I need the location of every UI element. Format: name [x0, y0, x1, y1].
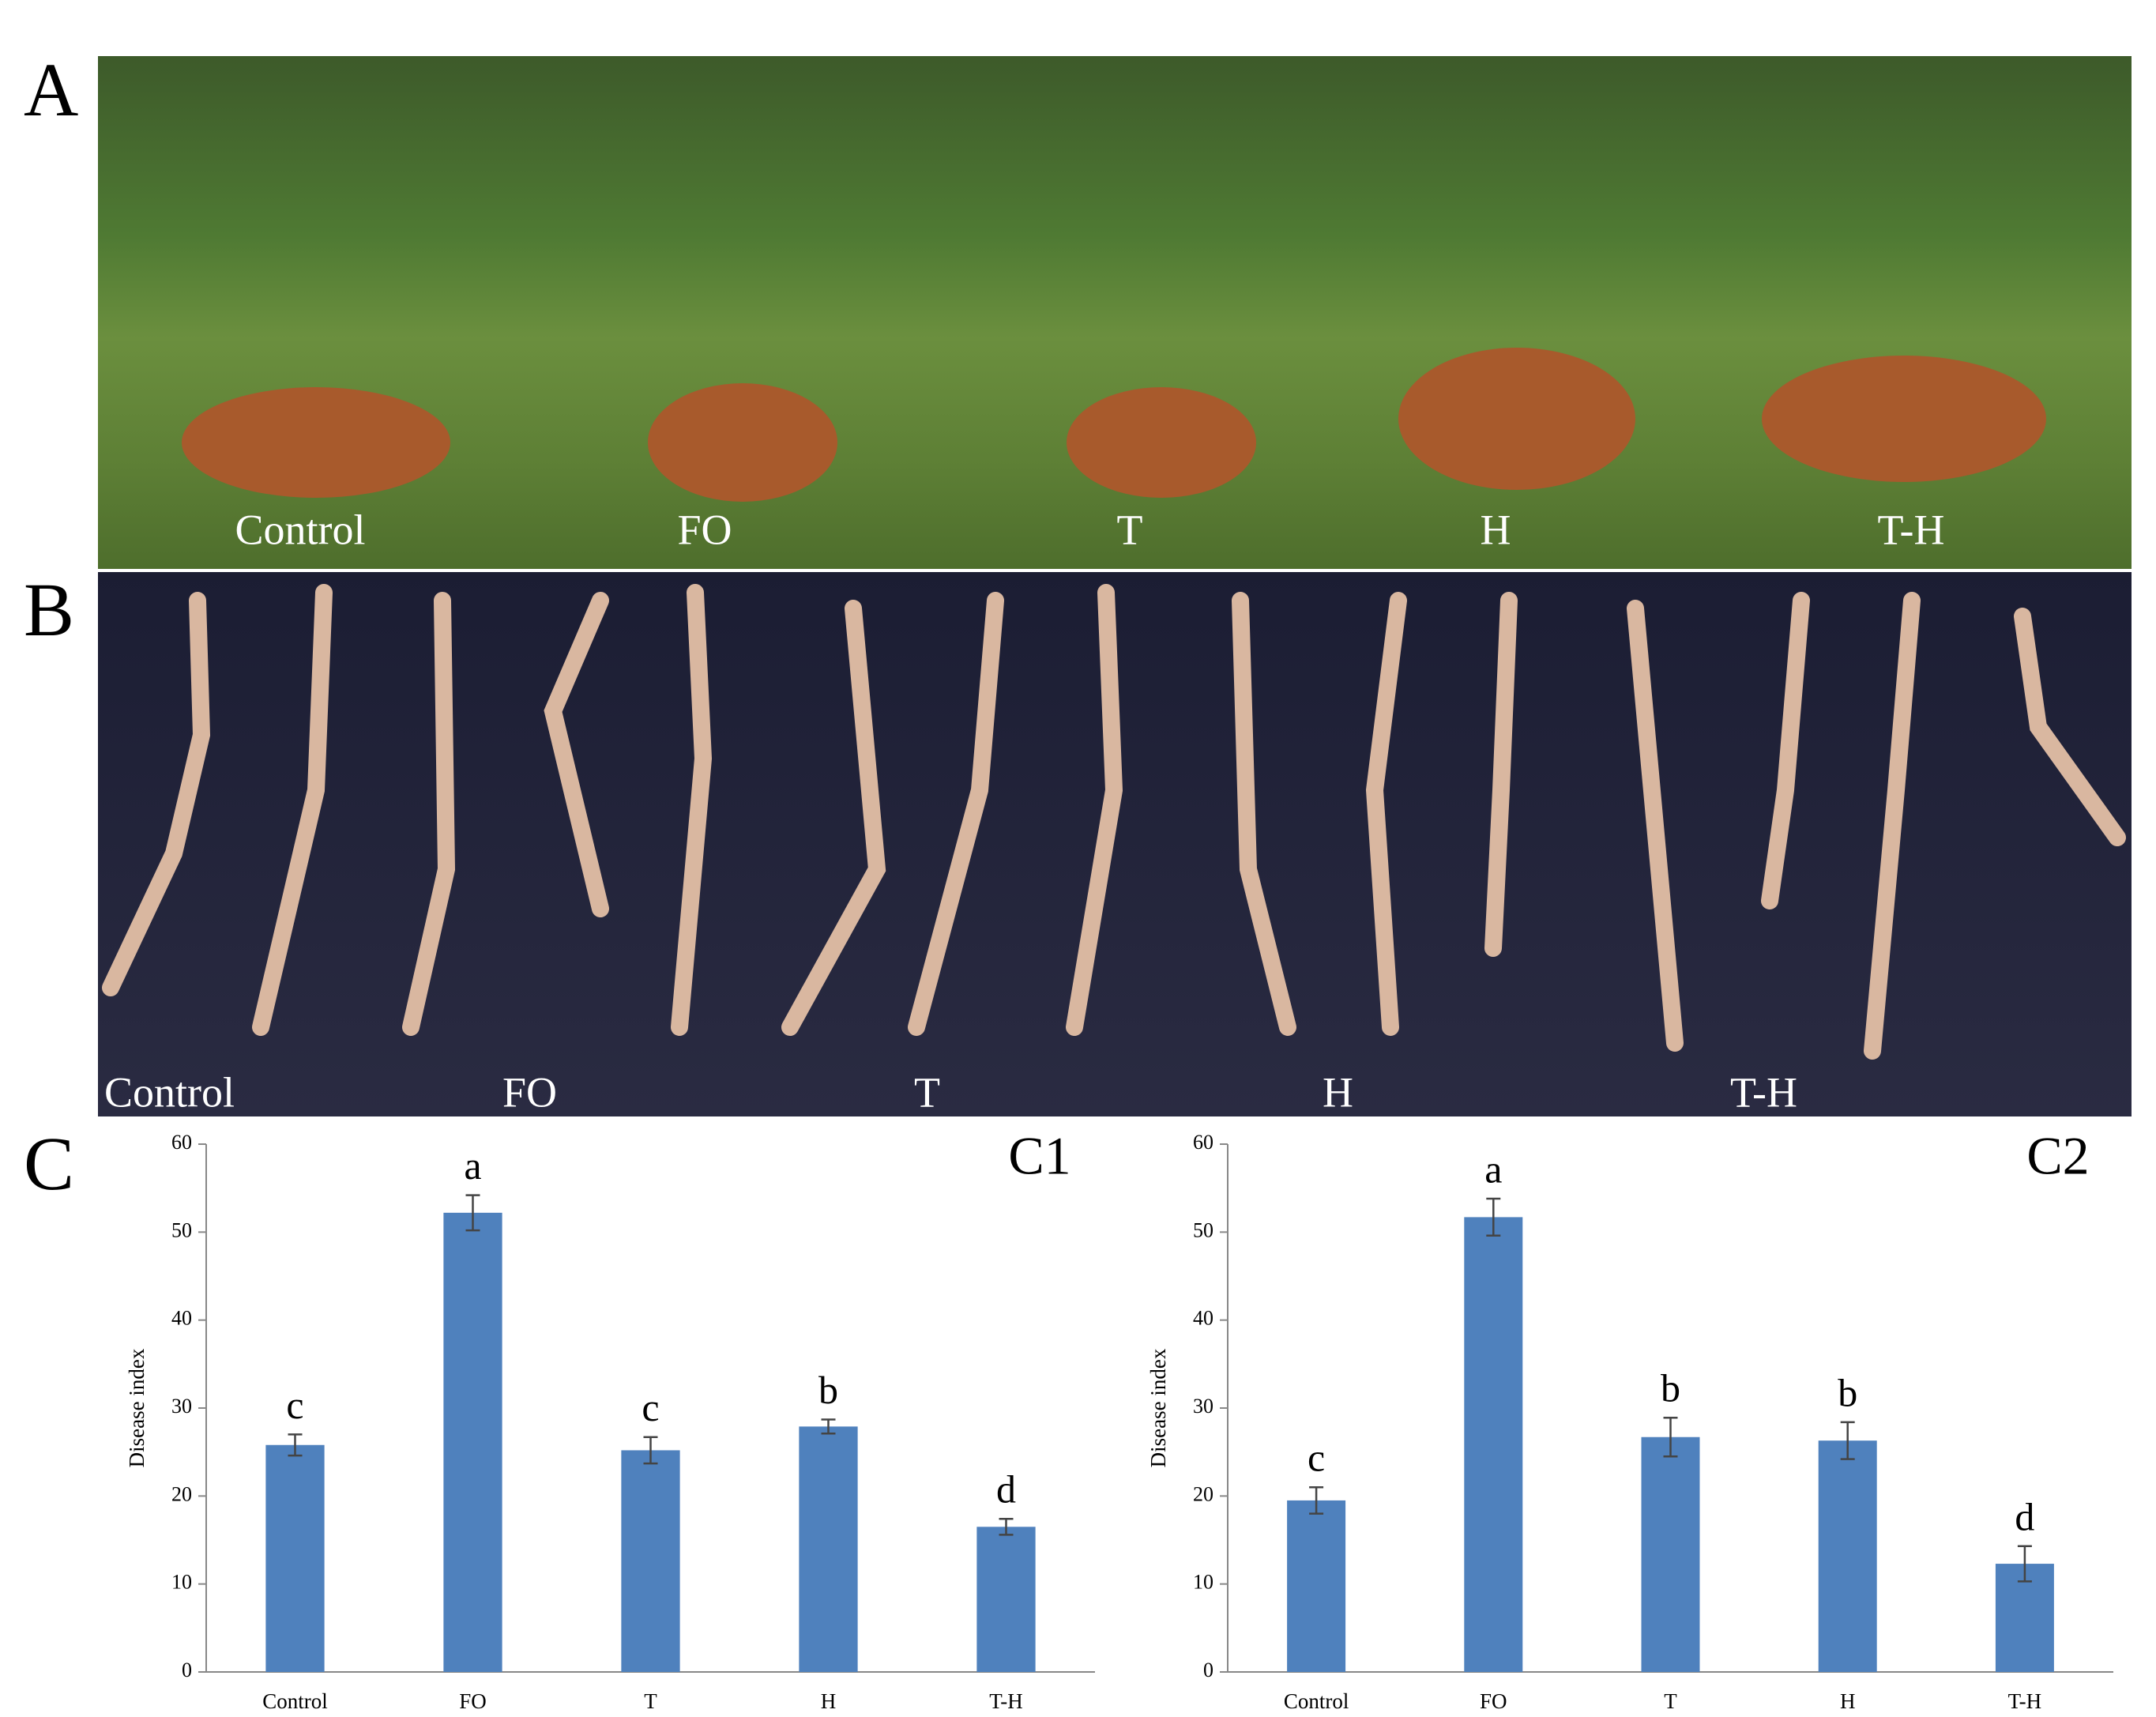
y-tick-label: 10 — [1193, 1571, 1213, 1594]
bar — [1287, 1500, 1346, 1672]
photo-label: FO — [677, 506, 732, 553]
error-bar — [999, 1518, 1014, 1536]
x-tick-label: FO — [459, 1689, 487, 1713]
significance-letter: c — [286, 1383, 303, 1427]
x-tick-label: T-H — [989, 1689, 1023, 1713]
error-bar — [465, 1194, 480, 1232]
x-tick-label: Control — [1284, 1689, 1349, 1713]
photo-label: Control — [104, 1068, 235, 1116]
x-tick-label: FO — [1480, 1689, 1507, 1713]
error-bar — [643, 1436, 658, 1465]
y-tick-label: 0 — [1203, 1659, 1213, 1681]
photo-label: T — [914, 1068, 940, 1116]
roots — [102, 584, 2126, 1060]
x-tick-label: T-H — [2008, 1689, 2042, 1713]
significance-letter: c — [1308, 1436, 1325, 1480]
y-axis-label: Disease index — [125, 1348, 149, 1467]
significance-letter: b — [818, 1368, 838, 1412]
y-tick-label: 30 — [171, 1395, 192, 1418]
y-tick-label: 50 — [1193, 1218, 1213, 1241]
bar — [265, 1444, 325, 1672]
bar — [1464, 1217, 1523, 1672]
y-tick-label: 20 — [171, 1482, 192, 1505]
bar — [1641, 1436, 1700, 1672]
error-bar — [1309, 1485, 1324, 1515]
chart-title: C2 — [2026, 1126, 2089, 1186]
bar — [1818, 1440, 1877, 1672]
photo-label: H — [1323, 1068, 1353, 1116]
photo-label: H — [1481, 506, 1511, 553]
significance-letter: b — [1838, 1370, 1857, 1414]
y-tick-label: 60 — [171, 1131, 192, 1154]
y-tick-label: 20 — [1193, 1482, 1213, 1505]
panel-label: C — [24, 1121, 74, 1206]
photo-label: T — [1117, 506, 1143, 553]
y-tick-label: 60 — [1193, 1131, 1213, 1154]
error-bar — [1486, 1197, 1501, 1237]
bar — [621, 1450, 680, 1672]
x-tick-label: Control — [262, 1689, 328, 1713]
y-axis-label: Disease index — [1146, 1348, 1170, 1467]
y-tick-label: 0 — [182, 1659, 192, 1681]
y-tick-label: 40 — [171, 1307, 192, 1330]
x-tick-label: T — [1664, 1689, 1677, 1713]
significance-letter: b — [1661, 1366, 1680, 1410]
chart-title: C1 — [1008, 1126, 1070, 1186]
significance-letter: d — [2015, 1494, 2034, 1538]
error-bar — [2017, 1545, 2032, 1583]
significance-letter: a — [1484, 1147, 1502, 1191]
photo-label: T-H — [1730, 1068, 1797, 1116]
x-tick-label: T — [644, 1689, 657, 1713]
y-tick-label: 10 — [171, 1571, 192, 1594]
photo-label: FO — [502, 1068, 557, 1116]
bar — [443, 1212, 502, 1672]
significance-letter: a — [464, 1143, 481, 1188]
error-bar — [1663, 1417, 1678, 1458]
root-piles — [182, 348, 2046, 502]
bar — [799, 1426, 858, 1672]
field-photo — [98, 56, 2132, 569]
significance-letter: d — [996, 1467, 1016, 1512]
error-bar — [1840, 1421, 1855, 1460]
significance-letter: c — [642, 1385, 659, 1429]
y-tick-label: 40 — [1193, 1307, 1213, 1330]
x-tick-label: H — [821, 1689, 837, 1713]
photo-label: Control — [235, 506, 365, 553]
photo-label: T-H — [1877, 506, 1944, 553]
bar — [976, 1527, 1036, 1672]
panel-label: A — [24, 47, 78, 132]
panel-label: B — [24, 567, 74, 652]
error-bar — [821, 1418, 836, 1435]
y-tick-label: 50 — [171, 1218, 192, 1241]
error-bar — [288, 1433, 303, 1457]
y-tick-label: 30 — [1193, 1395, 1213, 1418]
x-tick-label: H — [1840, 1689, 1856, 1713]
